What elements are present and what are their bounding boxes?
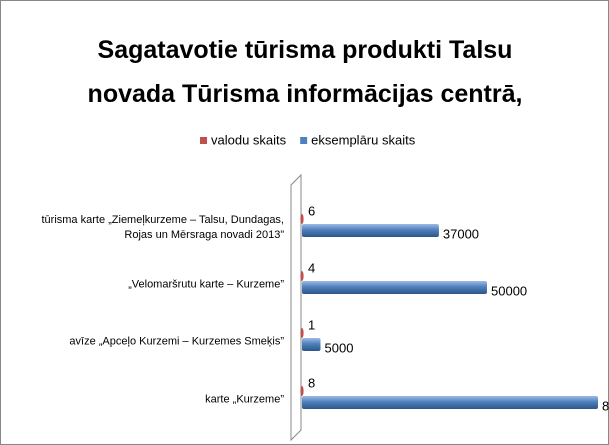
data-label: 1 [308,317,315,332]
data-label: 37000 [443,226,479,241]
legend-swatch [200,137,207,144]
bar [302,281,487,294]
data-label: 50000 [491,283,527,298]
category-label: „Velomaršrutu karte – Kurzeme” [128,278,284,291]
legend-swatch [300,137,308,144]
category-label: tūrisma karte „Ziemeļkurzeme – Talsu, Du… [41,214,284,241]
axis-wall [290,173,302,442]
category-label: karte „Kurzeme” [205,393,284,406]
category-label: avīze „Apceļo Kurzemi – Kurzemes Smeķis” [69,335,284,348]
data-label: 80000 [602,398,609,413]
data-label: 8 [308,375,315,390]
chart-title: Sagatavotie tūrisma produkti Talsu novad… [87,36,523,108]
data-label: 4 [308,260,315,275]
legend-label: eksemplāru skaits [311,132,416,147]
legend-label: valodu skaits [211,132,287,147]
data-label: 6 [308,203,315,218]
bar [302,224,439,237]
data-label: 5000 [325,340,354,355]
title-box: Sagatavotie tūrisma produkti Talsu novad… [87,36,523,108]
bar [302,396,598,409]
bar [302,338,321,351]
